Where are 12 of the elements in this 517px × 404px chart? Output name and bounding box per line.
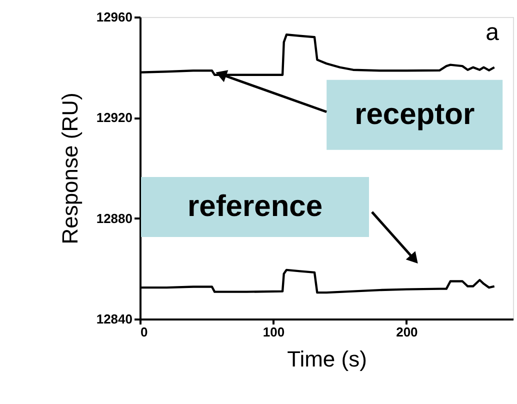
y-tick-label: 12880: [96, 210, 132, 226]
annotation: a: [486, 19, 500, 46]
y-tick-label: 12920: [96, 110, 132, 126]
x-tick-label: 100: [262, 324, 285, 340]
annotation: reference: [187, 190, 323, 223]
x-axis-title: Time (s): [287, 346, 367, 372]
annotation: receptor: [354, 98, 475, 131]
y-axis-title: Response (RU): [57, 92, 82, 244]
y-tick-label: 12960: [96, 10, 132, 24]
x-tick-label: 200: [396, 324, 418, 340]
x-tick-label: 0: [140, 324, 148, 340]
y-tick-label: 12840: [96, 312, 132, 326]
